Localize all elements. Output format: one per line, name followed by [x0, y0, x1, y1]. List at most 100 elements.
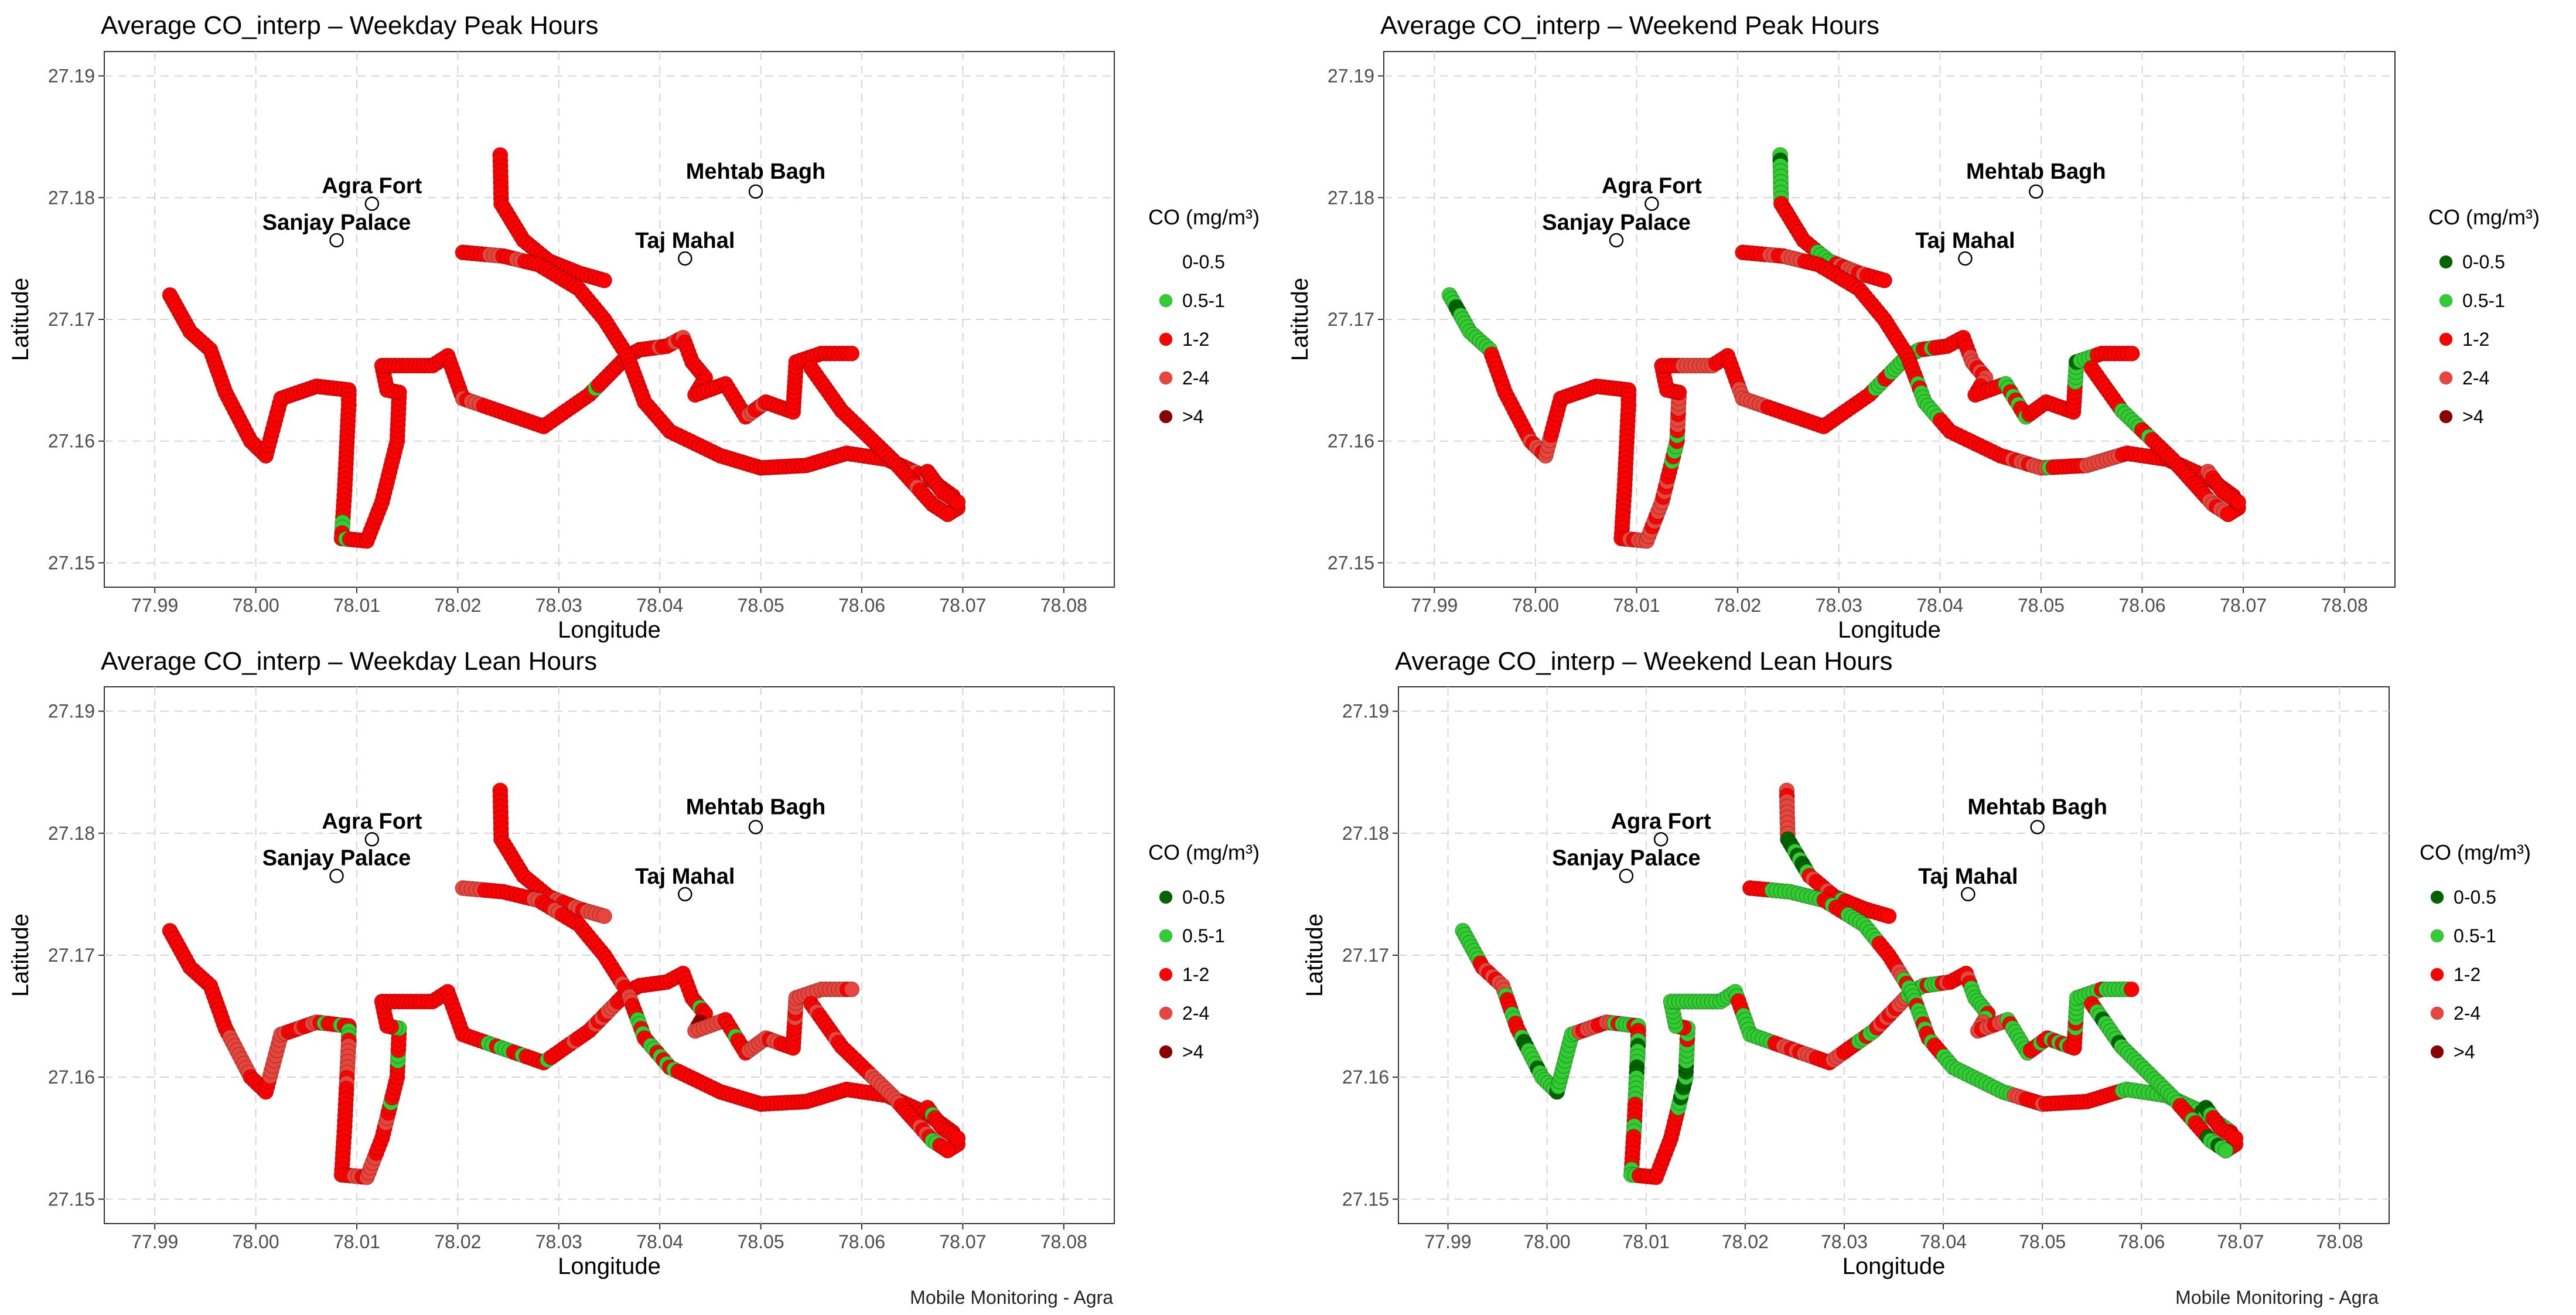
x-tick-label: 78.06 [2118, 595, 2165, 616]
landmark-marker [364, 196, 380, 211]
legend-label: 2-4 [2462, 367, 2489, 389]
legend-key [2439, 332, 2453, 346]
landmark-label: Taj Mahal [635, 864, 735, 889]
x-tick-label: 78.03 [535, 1231, 582, 1252]
x-tick-label: 78.00 [233, 1231, 279, 1252]
legend-key [1159, 929, 1173, 943]
legend-label: >4 [1182, 406, 1203, 427]
landmark-marker [1644, 196, 1659, 211]
data-point [2220, 506, 2236, 523]
landmark-label: Agra Fort [322, 174, 422, 199]
legend-label: 0-0.5 [2462, 251, 2505, 272]
landmark-label: Taj Mahal [635, 229, 735, 253]
chart-panel-4: Average CO_interp – Weekend Lean Hours 77… [1302, 647, 2531, 1279]
y-tick-label: 27.19 [48, 66, 95, 87]
legend-label: 1-2 [1182, 964, 1209, 985]
legend-key [2439, 410, 2453, 424]
x-axis-label: Longitude [558, 1253, 661, 1279]
data-point [2123, 981, 2140, 998]
x-tick-label: 78.05 [2019, 1231, 2066, 1252]
chart-panel-2: Average CO_interp – Weekend Peak Hours 77… [1287, 11, 2540, 643]
chart-title: Average CO_interp – Weekend Peak Hours [1380, 11, 1879, 40]
x-tick-label: 78.05 [738, 1231, 784, 1252]
landmark-label: Agra Fort [1602, 174, 1702, 199]
landmark-marker [678, 251, 692, 266]
caption-left: Mobile Monitoring - Agra [910, 1287, 1113, 1308]
y-tick-label: 27.16 [48, 431, 95, 452]
legend-key [2430, 967, 2444, 982]
data-point [950, 1130, 966, 1147]
chart-title: Average CO_interp – Weekday Lean Hours [101, 647, 597, 676]
y-axis-label: Latitude [1287, 278, 1313, 361]
legend-key [2439, 371, 2453, 385]
x-tick-label: 77.99 [1411, 595, 1458, 616]
data-point [2227, 1130, 2244, 1147]
legend-key [2430, 890, 2444, 904]
x-tick-label: 78.06 [838, 1231, 885, 1252]
y-tick-label: 27.17 [1342, 945, 1389, 966]
x-tick-label: 78.01 [333, 595, 380, 616]
route-points [1441, 147, 2247, 549]
route-points [162, 782, 966, 1185]
landmark-label: Sanjay Palace [1552, 846, 1701, 871]
x-tick-label: 78.02 [1722, 1231, 1769, 1252]
landmark-label: Agra Fort [1611, 809, 1711, 834]
data-point [596, 908, 613, 925]
y-tick-label: 27.18 [1328, 187, 1374, 208]
y-tick-label: 27.16 [1328, 431, 1374, 452]
legend-label: 0.5-1 [2462, 290, 2505, 311]
y-axis-label: Latitude [1302, 914, 1328, 997]
landmark-label: Sanjay Palace [262, 210, 411, 235]
legend-title: CO (mg/m³) [1148, 205, 1260, 229]
x-tick-label: 78.06 [2118, 1231, 2165, 1252]
x-tick-label: 78.00 [1524, 1231, 1571, 1252]
data-point [2230, 493, 2247, 510]
legend-label: 2-4 [1182, 1003, 1209, 1024]
landmark-label: Mehtab Bagh [686, 795, 826, 819]
landmark-marker [329, 233, 344, 248]
legend-label: 0-0.5 [2454, 887, 2496, 908]
y-tick-label: 27.17 [48, 309, 95, 330]
y-tick-label: 27.18 [48, 823, 95, 844]
y-tick-label: 27.18 [1342, 823, 1389, 844]
legend-key [1159, 294, 1173, 308]
x-tick-label: 78.01 [1613, 595, 1660, 616]
legend-key [2430, 1045, 2444, 1059]
x-tick-label: 78.04 [1916, 595, 1963, 616]
data-point [939, 1142, 956, 1159]
y-tick-label: 27.15 [1328, 552, 1374, 573]
legend-label: 0-0.5 [1182, 251, 1225, 272]
x-tick-label: 78.07 [2217, 1231, 2264, 1252]
y-tick-label: 27.19 [48, 701, 95, 722]
x-axis-label: Longitude [1843, 1253, 1946, 1279]
y-tick-label: 27.15 [1342, 1188, 1389, 1210]
data-point [844, 981, 860, 998]
y-axis-label: Latitude [8, 278, 33, 361]
x-tick-label: 77.99 [131, 1231, 178, 1252]
caption-right: Mobile Monitoring - Agra [2175, 1287, 2379, 1308]
landmark-label: Mehtab Bagh [1966, 159, 2106, 184]
legend-key [2430, 929, 2444, 943]
x-tick-label: 77.99 [131, 595, 178, 616]
x-tick-label: 78.01 [1623, 1231, 1670, 1252]
legend-label: 1-2 [2462, 329, 2489, 350]
y-tick-label: 27.18 [48, 187, 95, 208]
legend-key [1159, 410, 1173, 424]
x-tick-label: 78.08 [2321, 595, 2368, 616]
landmark-marker [1609, 233, 1624, 248]
legend-label: 2-4 [1182, 367, 1209, 389]
data-point [2124, 345, 2140, 362]
legend-key [1159, 371, 1173, 385]
x-tick-label: 78.07 [939, 595, 986, 616]
y-tick-label: 27.15 [48, 552, 95, 573]
y-tick-label: 27.17 [48, 945, 95, 966]
x-tick-label: 78.02 [1714, 595, 1761, 616]
data-point [596, 272, 613, 289]
x-tick-label: 78.08 [2316, 1231, 2363, 1252]
y-tick-label: 27.17 [1328, 309, 1374, 330]
x-axis-label: Longitude [1838, 617, 1941, 643]
x-tick-label: 78.02 [434, 1231, 481, 1252]
x-tick-label: 78.00 [233, 595, 279, 616]
x-tick-label: 78.07 [2220, 595, 2267, 616]
